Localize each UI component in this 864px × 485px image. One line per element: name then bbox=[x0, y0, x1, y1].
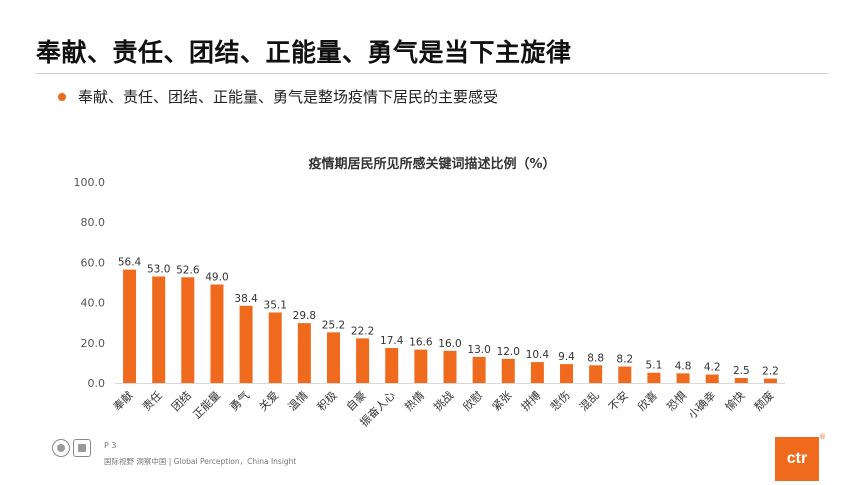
data-label: 49.0 bbox=[205, 272, 228, 284]
x-tick-label: 积极 bbox=[314, 388, 339, 413]
x-tick-label: 温情 bbox=[286, 389, 311, 414]
data-label: 2.2 bbox=[762, 366, 779, 378]
bullet-dot-icon bbox=[58, 92, 66, 101]
data-label: 52.6 bbox=[176, 264, 200, 276]
bar bbox=[501, 358, 515, 383]
data-label: 9.4 bbox=[558, 351, 575, 363]
x-tick-label: 愉快 bbox=[722, 388, 747, 413]
footer-tagline: 国际视野 洞察中国 | Global Perception，China Insi… bbox=[104, 457, 297, 466]
data-label: 17.4 bbox=[380, 335, 404, 347]
x-tick-label: 欣喜 bbox=[635, 388, 660, 413]
bullet-point: 奉献、责任、团结、正能量、勇气是整场疫情下居民的主要感受 bbox=[58, 86, 498, 107]
data-label: 2.5 bbox=[733, 365, 750, 377]
x-tick-label: 挑战 bbox=[431, 388, 456, 413]
x-tick-label: 颓废 bbox=[751, 388, 776, 413]
bar bbox=[763, 378, 777, 383]
data-label: 16.0 bbox=[438, 338, 461, 350]
bullet-text: 奉献、责任、团结、正能量、勇气是整场疫情下居民的主要感受 bbox=[78, 88, 499, 106]
x-tick-label: 责任 bbox=[140, 389, 165, 414]
bar bbox=[385, 348, 399, 383]
x-axis: 奉献 责任 团结正能量 勇气 关爱 温情 积极 自豪振奋人心 热情 挑战 欣慰 紧张 拼搏 悲伤 混乱 不安欣… bbox=[110, 383, 785, 429]
data-label: 4.8 bbox=[675, 360, 692, 372]
certification-mark-icon bbox=[73, 439, 91, 457]
bar bbox=[356, 338, 370, 383]
bar bbox=[326, 332, 340, 383]
data-label: 12.0 bbox=[497, 346, 520, 358]
bar bbox=[530, 362, 544, 383]
x-tick-label: 欣慰 bbox=[460, 388, 485, 413]
data-label: 35.1 bbox=[264, 299, 287, 311]
data-label: 4.2 bbox=[704, 362, 721, 374]
bar bbox=[297, 323, 311, 383]
bar bbox=[618, 366, 632, 383]
data-label: 16.6 bbox=[409, 337, 433, 349]
bar bbox=[414, 349, 428, 383]
x-tick-label: 自豪 bbox=[343, 388, 368, 413]
bar bbox=[152, 276, 166, 383]
bar bbox=[123, 269, 137, 383]
data-label: 22.2 bbox=[351, 325, 374, 337]
x-tick-label: 勇气 bbox=[227, 388, 252, 413]
data-label: 8.2 bbox=[616, 354, 633, 366]
bar bbox=[239, 305, 253, 383]
x-tick-label: 关爱 bbox=[256, 388, 281, 413]
registered-mark: ® bbox=[819, 433, 826, 441]
bar bbox=[734, 377, 748, 383]
x-tick-label: 悲伤 bbox=[547, 388, 572, 413]
x-tick-label: 混乱 bbox=[577, 389, 602, 414]
x-tick-label: 恐惧 bbox=[664, 388, 689, 413]
data-label: 29.8 bbox=[293, 310, 316, 322]
data-label: 25.2 bbox=[322, 319, 345, 331]
data-label: 10.4 bbox=[526, 349, 550, 361]
y-tick-label: 0.0 bbox=[88, 377, 106, 390]
x-tick-label: 紧张 bbox=[490, 389, 515, 414]
bar bbox=[268, 312, 282, 383]
ctr-logo: ctr bbox=[775, 437, 819, 481]
certification-logos bbox=[52, 439, 91, 457]
y-tick-label: 100.0 bbox=[74, 176, 106, 189]
x-tick-label: 不安 bbox=[605, 388, 630, 413]
bar bbox=[210, 284, 224, 383]
bar bbox=[443, 350, 457, 383]
y-axis: 0.0 20.0 40.0 60.0 80.0 100.0 bbox=[74, 176, 106, 390]
y-tick-label: 60.0 bbox=[81, 256, 106, 269]
bar bbox=[589, 365, 603, 383]
bar bbox=[181, 277, 195, 383]
certification-seal-icon bbox=[52, 439, 70, 457]
bar bbox=[647, 372, 661, 383]
x-tick-label: 热情 bbox=[402, 389, 427, 414]
data-label: 5.1 bbox=[646, 360, 663, 372]
title-divider bbox=[36, 73, 828, 74]
data-label: 38.4 bbox=[234, 293, 258, 305]
y-tick-label: 40.0 bbox=[81, 297, 106, 310]
bar bbox=[560, 364, 574, 383]
x-tick-label: 奉献 bbox=[110, 388, 135, 413]
data-label: 53.0 bbox=[147, 263, 170, 275]
data-label: 8.8 bbox=[587, 352, 604, 364]
x-tick-label: 正能量 bbox=[190, 388, 223, 421]
y-tick-label: 80.0 bbox=[81, 216, 106, 229]
bar bbox=[705, 374, 719, 383]
x-tick-label: 团结 bbox=[169, 389, 194, 414]
page-number: P 3 bbox=[104, 441, 117, 450]
data-label: 13.0 bbox=[467, 344, 490, 356]
chart-title: 疫情期居民所见所感关键词描述比例（%） bbox=[308, 156, 555, 172]
bar bbox=[676, 373, 690, 383]
x-tick-label: 拼搏 bbox=[518, 388, 543, 413]
x-tick-label: 小确幸 bbox=[686, 389, 719, 422]
page-title: 奉献、责任、团结、正能量、勇气是当下主旋律 bbox=[36, 38, 572, 67]
bar bbox=[472, 356, 486, 383]
y-tick-label: 20.0 bbox=[81, 337, 106, 350]
bars: 56.4 53.0 52.6 49.0 38.4 35.1 29.8 25.2 22.2 17.4… bbox=[118, 257, 779, 383]
data-label: 56.4 bbox=[118, 257, 142, 269]
